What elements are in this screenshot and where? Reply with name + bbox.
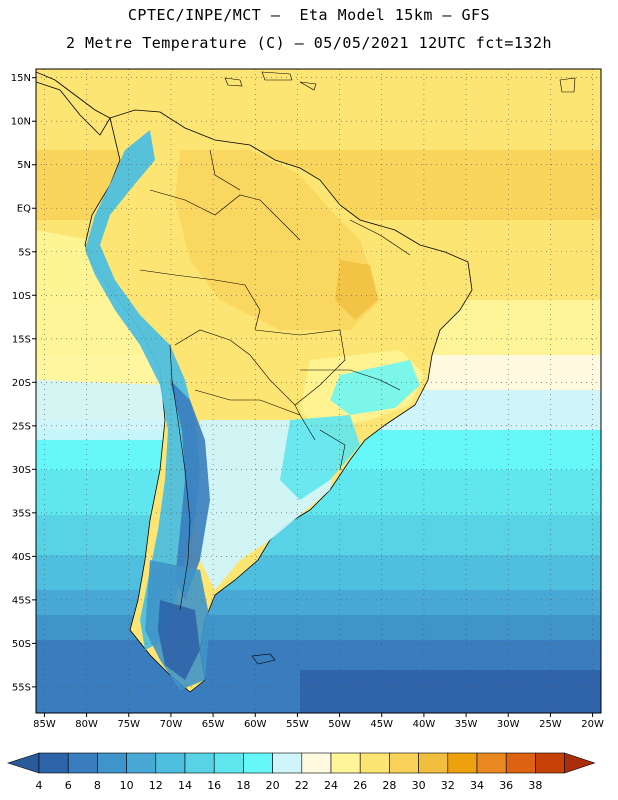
lon-tick-label: 70W	[160, 719, 183, 730]
lat-tick-label: 5S	[18, 247, 31, 258]
colorbar-label: 18	[236, 779, 250, 792]
lon-tick-label: 65W	[202, 719, 225, 730]
lon-tick-label: 50W	[328, 719, 351, 730]
lat-tick-label: EQ	[17, 204, 31, 215]
colorbar-label: 4	[36, 779, 43, 792]
colorbar-swatch	[447, 752, 478, 774]
interior-warm-zone	[175, 150, 380, 330]
colorbar-label: 36	[499, 779, 513, 792]
colorbar-label: 24	[324, 779, 338, 792]
chart-subtitle: 2 Metre Temperature (C) – 05/05/2021 12U…	[65, 34, 553, 52]
lat-tick-label: 10S	[12, 291, 31, 302]
lon-tick-label: 55W	[286, 719, 309, 730]
ocean-band-12	[36, 555, 601, 595]
lat-tick-label: 10N	[11, 117, 31, 128]
colorbar-swatch	[389, 752, 419, 774]
colorbar-label: 38	[528, 779, 542, 792]
lon-tick-label: 30W	[497, 719, 520, 730]
central-america-land	[36, 71, 111, 136]
pacific-cool-patch-2	[36, 380, 175, 440]
colorbar-swatch	[359, 752, 390, 774]
andes-cold-strip	[85, 130, 200, 650]
lon-tick-label: 25W	[539, 719, 562, 730]
colorbar-swatch	[330, 752, 361, 774]
colorbar-swatch	[272, 752, 303, 774]
lat-tick-label: 25S	[12, 421, 31, 432]
colorbar-label: 12	[149, 779, 163, 792]
lon-tick-label: 80W	[75, 719, 98, 730]
pacific-cool-patch	[36, 230, 175, 420]
colorbar-label: 22	[295, 779, 309, 792]
lat-tick-label: 15S	[12, 334, 31, 345]
lon-tick-label: 75W	[117, 719, 140, 730]
chart-title: CPTEC/INPE/MCT – Eta Model 15km – GFS	[127, 6, 491, 24]
interior-hot-spot	[335, 260, 378, 320]
colorbar-swatch	[67, 752, 98, 774]
axis-labels: 15N 10N 5N EQ 5S 10S 15S 20S 25S 30S 35S 40S 45S 50S 5…	[11, 73, 604, 730]
colorbar-swatch	[38, 752, 69, 774]
colorbar-swatch	[418, 752, 449, 774]
temperature-map: 15N 10N 5N EQ 5S 10S 15S 20S 25S 30S 35S 40S 45S 50S 5…	[11, 68, 604, 730]
colorbar: 4 6 8 10 12 14 16 18 20 22 24 26 28 30 32 34 36 38	[7, 752, 596, 792]
southeast-highlands-cool	[330, 360, 420, 415]
colorbar-swatch	[97, 752, 127, 774]
lat-tick-label: 30S	[12, 465, 31, 476]
lon-tick-label: 85W	[33, 719, 56, 730]
lon-tick-label: 35W	[455, 719, 478, 730]
andes-very-cold	[170, 380, 210, 600]
colorbar-swatch	[301, 752, 332, 774]
colorbar-label: 6	[65, 779, 72, 792]
colorbar-swatch	[476, 752, 507, 774]
lat-tick-label: 45S	[12, 595, 31, 606]
lon-tick-label: 40W	[413, 719, 436, 730]
lon-tick-label: 45W	[370, 719, 393, 730]
colorbar-label: 34	[470, 779, 484, 792]
colorbar-swatch	[213, 752, 244, 774]
colorbar-swatch	[243, 752, 273, 774]
lat-tick-label: 35S	[12, 508, 31, 519]
colorbar-label: 26	[353, 779, 367, 792]
lat-lon-grid	[36, 69, 601, 713]
colorbar-swatch	[505, 752, 536, 774]
lat-tick-label: 5N	[17, 160, 31, 171]
falkland-islands	[251, 653, 276, 665]
ocean-band-14	[36, 515, 601, 560]
colorbar-swatch	[535, 752, 565, 774]
lat-tick-label: 55S	[12, 682, 31, 693]
lat-tick-label: 15N	[11, 73, 31, 84]
lat-tick-label: 40S	[12, 552, 31, 563]
colorbar-label: 30	[412, 779, 426, 792]
colorbar-label: 16	[207, 779, 221, 792]
colorbar-label: 14	[178, 779, 192, 792]
ocean-band-4	[300, 670, 601, 713]
country-borders	[139, 149, 411, 611]
colorbar-label: 8	[94, 779, 101, 792]
south-brazil-cool	[280, 415, 360, 500]
colorbar-under-arrow	[7, 752, 40, 774]
lat-tick-label: 50S	[12, 639, 31, 650]
caribbean-islands	[224, 71, 576, 93]
lat-tick-label: 20S	[12, 378, 31, 389]
lon-tick-label: 60W	[244, 719, 267, 730]
colorbar-label: 32	[441, 779, 455, 792]
colorbar-over-arrow	[564, 752, 596, 774]
colorbar-label: 28	[382, 779, 396, 792]
map-frame	[35, 68, 602, 714]
colorbar-swatch	[155, 752, 186, 774]
colorbar-label: 20	[266, 779, 280, 792]
colorbar-label: 10	[120, 779, 134, 792]
lon-tick-label: 20W	[581, 719, 604, 730]
colorbar-swatch	[126, 752, 157, 774]
patagonia-very-cold	[158, 600, 200, 680]
colorbar-swatch	[184, 752, 215, 774]
